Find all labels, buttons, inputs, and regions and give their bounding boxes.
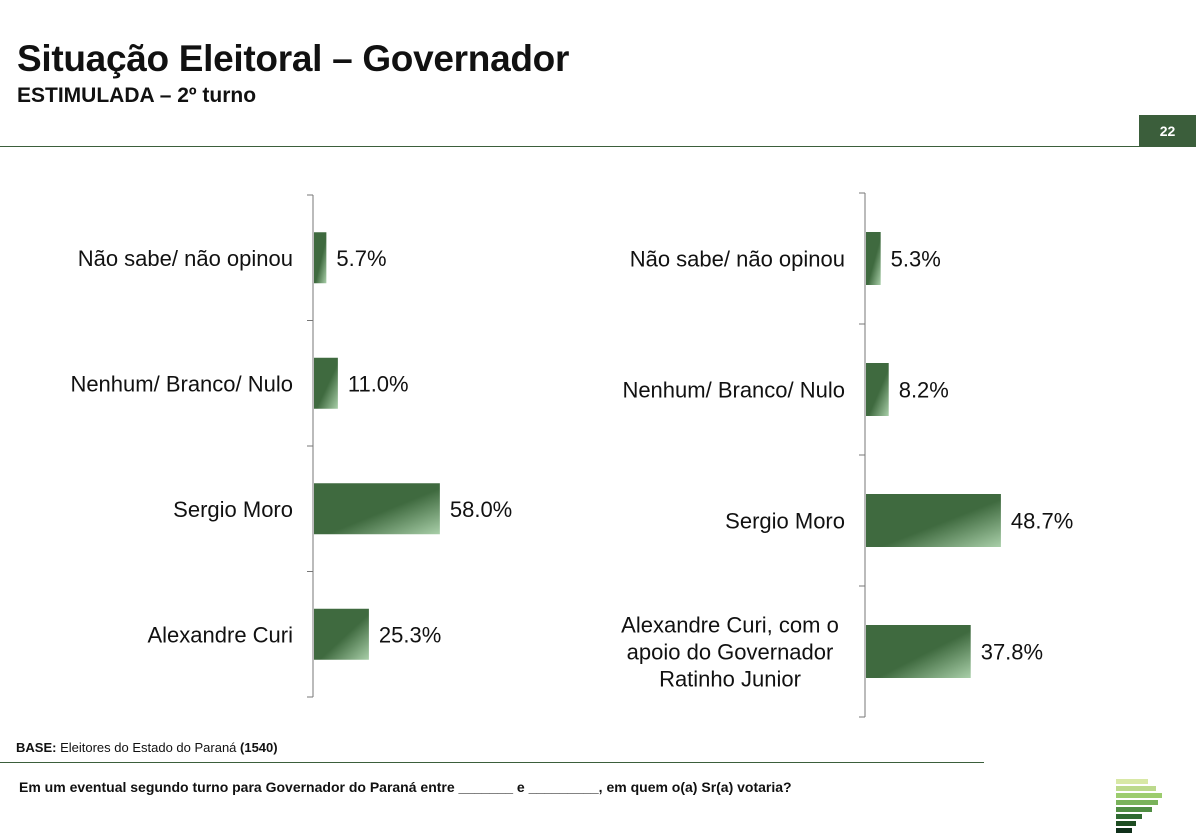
survey-question: Em um eventual segundo turno para Govern… (19, 779, 792, 795)
bar (314, 608, 369, 660)
chart-scenario-2: 5.3% Não sabe/ não opinou 8.2% Nenhum/ Bran… (621, 192, 1073, 718)
category-label: Alexandre Curi (147, 622, 293, 647)
value-label: 25.3% (379, 622, 441, 647)
category-label: Sergio Moro (725, 509, 845, 534)
category-label: Sergio Moro (173, 497, 293, 522)
base-count: (1540) (240, 740, 278, 755)
value-label: 8.2% (899, 378, 949, 403)
page-title: Situação Eleitoral – Governador (17, 38, 570, 79)
value-label: 11.0% (348, 371, 409, 396)
value-label: 5.7% (336, 246, 386, 271)
category-label: Ratinho Junior (659, 667, 801, 692)
base-note: BASE: Eleitores do Estado do Paraná (154… (16, 740, 278, 755)
category-label: Não sabe/ não opinou (630, 247, 845, 272)
category-label: Não sabe/ não opinou (78, 246, 293, 271)
value-label: 58.0% (450, 497, 512, 522)
bar (314, 232, 327, 284)
category-label: Alexandre Curi, com o (621, 613, 839, 638)
bar (866, 232, 881, 285)
page-subtitle: ESTIMULADA – 2º turno (17, 84, 257, 107)
chart-scenario-1: 5.7% Não sabe/ não opinou 11.0% Nenhum/ Bra… (70, 194, 512, 698)
base-label: BASE: (16, 740, 57, 755)
value-label: 37.8% (981, 640, 1043, 665)
bar (314, 357, 338, 409)
bar (866, 494, 1001, 547)
bar (314, 483, 440, 535)
base-text: Eleitores do Estado do Paraná (56, 740, 241, 755)
category-label: Nenhum/ Branco/ Nulo (622, 378, 845, 403)
brand-logo (1116, 779, 1164, 833)
footer-divider (0, 762, 984, 763)
value-label: 48.7% (1011, 509, 1073, 534)
category-label: Nenhum/ Branco/ Nulo (70, 371, 293, 396)
bar (866, 625, 971, 678)
header-divider (0, 146, 1140, 147)
page-number-badge: 22 (1139, 115, 1196, 147)
bar (866, 363, 889, 416)
category-label: apoio do Governador (627, 640, 834, 665)
value-label: 5.3% (891, 247, 941, 272)
